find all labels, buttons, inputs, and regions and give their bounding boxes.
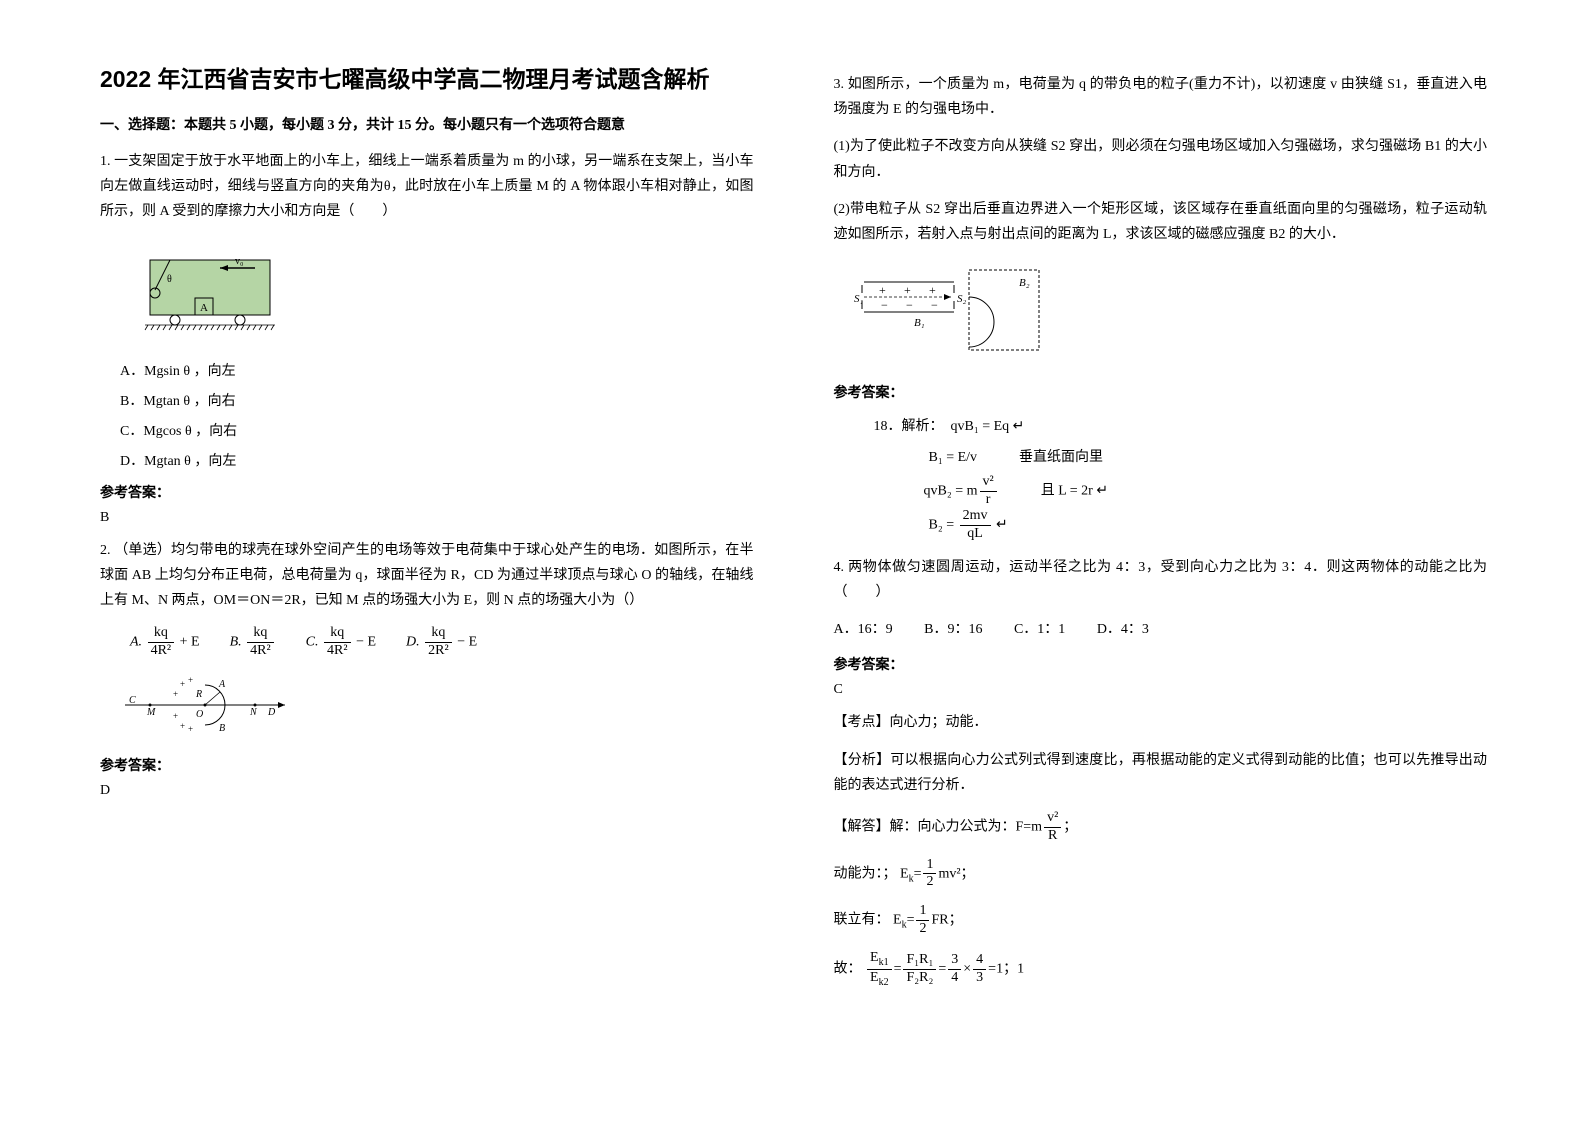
question-4: 4. 两物体做匀速圆周运动，运动半径之比为 4：3，受到向心力之比为 3：4．则… [834, 555, 1488, 605]
q3-sol-s4: B₂ = 2mvqL ↵ [929, 508, 1488, 543]
svg-text:+: + [929, 283, 936, 297]
q4-dongneng: 动能为：； Ek=12mv²； [834, 857, 1488, 892]
svg-text:S₂: S₂ [957, 293, 967, 305]
q1-answer-label: 参考答案： [100, 482, 754, 502]
q1-option-c: C．Mgcos θ ，向右 [120, 420, 754, 440]
q3-solution: 18．解析： qvB₁ = Eq ↵ B₁ = E/v 垂直纸面向里 qvB₂ … [874, 412, 1488, 543]
q1-diagram: v₀ θ A [120, 240, 754, 345]
q2-answer: D [100, 783, 754, 799]
q3-sol-s2: B₁ = E/v 垂直纸面向里 [929, 443, 1488, 474]
question-1: 1. 一支架固定于放于水平地面上的小车上，细线上一端系着质量为 m 的小球，另一… [100, 149, 754, 225]
svg-text:+: + [173, 711, 178, 721]
svg-text:A: A [218, 679, 226, 690]
q4-option-b: B．9：16 [924, 622, 982, 637]
exam-title: 2022 年江西省吉安市七曜高级中学高二物理月考试题含解析 [100, 60, 754, 94]
svg-text:+: + [180, 721, 185, 731]
question-2: 2. （单选）均匀带电的球壳在球外空间产生的电场等效于电荷集中于球心处产生的电场… [100, 538, 754, 614]
q3-sol-header: 18．解析： qvB₁ = Eq ↵ [874, 412, 1488, 443]
q2-options: A. kq4R² + E B. kq4R² C. kq4R² − E D. kq… [130, 625, 754, 660]
q4-answer-label: 参考答案： [834, 654, 1488, 674]
q4-lianli: 联立有： Ek=12FR； [834, 903, 1488, 938]
svg-text:−: − [931, 298, 938, 312]
q3-diagram: +++ −−− S₁ S₂ B₁ B₂ [854, 262, 1488, 367]
svg-text:−: − [881, 298, 888, 312]
svg-text:N: N [249, 707, 258, 718]
q3-sol-s3: qvB₂ = mv²r 且 L = 2r ↵ [924, 474, 1488, 509]
question-3: 3. 如图所示，一个质量为 m，电荷量为 q 的带负电的粒子(重力不计)，以初速… [834, 72, 1488, 122]
svg-text:D: D [267, 707, 276, 718]
q1-option-a: A．Mgsin θ ，向左 [120, 360, 754, 380]
svg-text:B₁: B₁ [914, 317, 925, 329]
q4-kaodian: 【考点】向心力；动能． [834, 710, 1488, 735]
svg-text:O: O [196, 709, 203, 720]
q4-option-d: D．4：3 [1097, 622, 1149, 637]
svg-text:B: B [219, 723, 225, 734]
svg-text:R: R [195, 689, 202, 700]
q2-answer-label: 参考答案： [100, 755, 754, 775]
svg-text:+: + [188, 675, 193, 685]
q4-options: A．16：9 B．9：16 C．1：1 D．4：3 [834, 617, 1488, 642]
svg-text:C: C [129, 695, 136, 706]
q4-gu: 故： Ek1Ek2=F₁R₁F₂R₂=34×43=1；1 [834, 950, 1488, 989]
q1-answer: B [100, 510, 754, 526]
page-container: 2022 年江西省吉安市七曜高级中学高二物理月考试题含解析 一、选择题：本题共 … [0, 0, 1587, 1060]
svg-text:B₂: B₂ [1019, 277, 1030, 289]
left-column: 2022 年江西省吉安市七曜高级中学高二物理月考试题含解析 一、选择题：本题共 … [100, 60, 754, 1000]
q1-option-b: B．Mgtan θ ，向右 [120, 390, 754, 410]
svg-text:θ: θ [167, 274, 172, 285]
q4-jieda: 【解答】解：向心力公式为：F=mv²R； [834, 810, 1488, 845]
svg-text:−: − [906, 298, 913, 312]
q4-option-c: C．1：1 [1014, 622, 1065, 637]
question-3-sub2: (2)带电粒子从 S2 穿出后垂直边界进入一个矩形区域，该区域存在垂直纸面向里的… [834, 197, 1488, 247]
question-3-sub1: (1)为了使此粒子不改变方向从狭缝 S2 穿出，则必须在匀强电场区域加入匀强磁场… [834, 134, 1488, 184]
svg-text:+: + [180, 679, 185, 689]
q4-answer: C [834, 682, 1488, 698]
q1-option-d: D．Mgtan θ ，向左 [120, 450, 754, 470]
q4-option-a: A．16：9 [834, 622, 893, 637]
svg-text:v₀: v₀ [235, 256, 244, 267]
svg-text:M: M [146, 707, 156, 718]
svg-text:A: A [200, 302, 208, 314]
svg-text:+: + [879, 283, 886, 297]
svg-text:+: + [904, 283, 911, 297]
right-column: 3. 如图所示，一个质量为 m，电荷量为 q 的带负电的粒子(重力不计)，以初速… [834, 60, 1488, 1000]
q2-option-b: B. kq4R² [230, 625, 276, 660]
svg-text:+: + [188, 724, 193, 734]
q2-option-d: D. kq2R² − E [406, 625, 477, 660]
q2-option-a: A. kq4R² + E [130, 625, 200, 660]
svg-text:+: + [173, 689, 178, 699]
section-header: 一、选择题：本题共 5 小题，每小题 3 分，共计 15 分。每小题只有一个选项… [100, 114, 754, 134]
q4-fenxi: 【分析】可以根据向心力公式列式得到速度比，再根据动能的定义式得到动能的比值；也可… [834, 748, 1488, 798]
q3-answer-label: 参考答案： [834, 382, 1488, 402]
q2-diagram: A B C M O R N D ++ ++ ++ [120, 675, 754, 740]
q2-option-c: C. kq4R² − E [306, 625, 376, 660]
